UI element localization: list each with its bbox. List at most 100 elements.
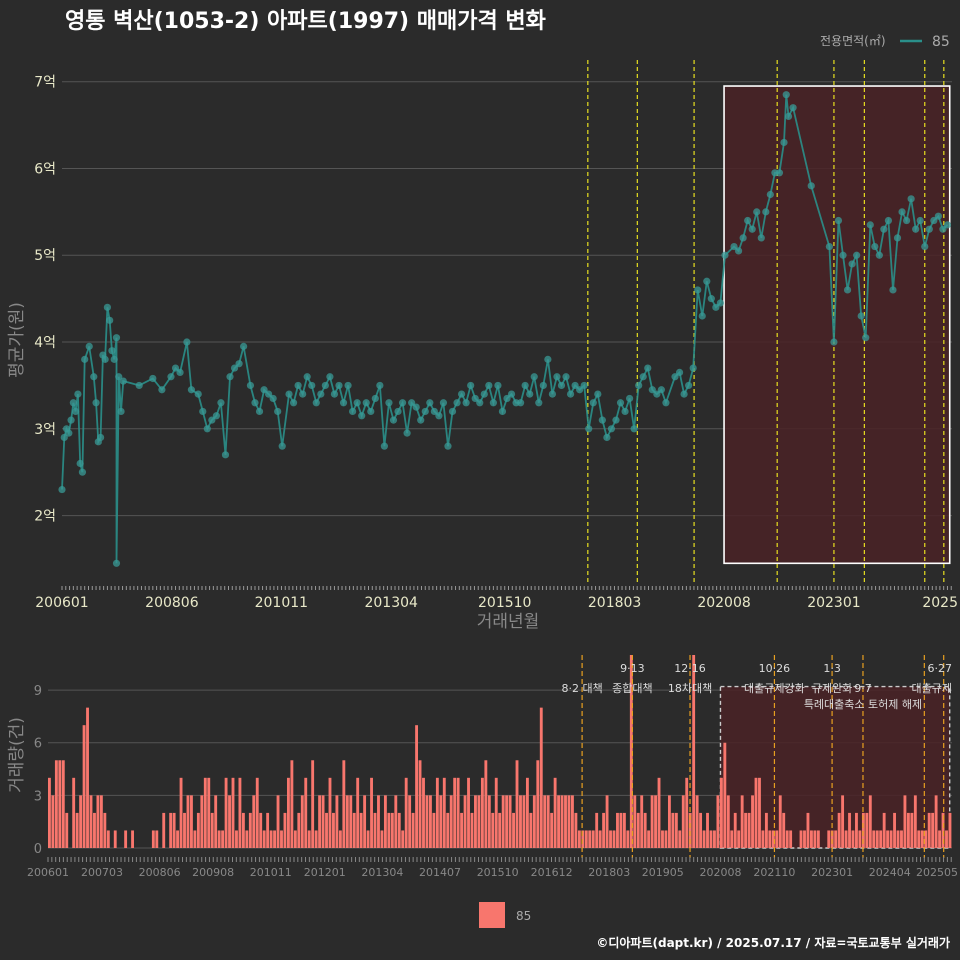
volume-bar (692, 655, 696, 848)
price-y-axis-title: 평균가(원) (7, 302, 27, 378)
price-point (871, 242, 879, 251)
price-point (235, 360, 243, 368)
price-point (101, 355, 109, 363)
volume-bar (484, 760, 488, 848)
volume-bar (574, 812, 578, 848)
volume-bar (380, 830, 384, 848)
price-point (739, 234, 747, 242)
price-point (830, 338, 838, 346)
volume-bar (259, 812, 263, 848)
volume-bar (730, 830, 734, 848)
volume-bar (622, 812, 626, 848)
price-point (843, 286, 852, 294)
price-point (398, 399, 407, 407)
volume-bar (300, 795, 304, 848)
volume-y-tick-label: 3 (34, 789, 42, 804)
price-point (187, 386, 196, 394)
volume-bar (75, 812, 79, 848)
volume-x-tick-label: 200908 (192, 866, 234, 879)
volume-bar (276, 795, 280, 848)
volume-bar (688, 812, 692, 848)
policy-annotation: 12·16 (674, 662, 706, 675)
volume-bar (626, 830, 630, 848)
volume-bar (252, 795, 256, 848)
volume-bar (280, 830, 283, 848)
volume-bar (865, 812, 869, 848)
price-point (789, 104, 797, 112)
volume-bar (546, 795, 550, 848)
price-point (226, 373, 234, 381)
volume-bar (96, 795, 100, 848)
volume-bar (920, 830, 924, 848)
price-point (212, 412, 220, 420)
volume-bar (754, 777, 758, 848)
volume-bar (751, 795, 754, 848)
price-point (594, 390, 602, 398)
volume-bar (352, 812, 356, 848)
volume-bar (179, 777, 183, 848)
volume-bar (151, 830, 155, 848)
price-point (485, 381, 493, 390)
volume-bar (841, 795, 845, 848)
volume-bar (453, 777, 457, 848)
volume-bar (723, 742, 727, 848)
volume-bar (584, 830, 588, 848)
price-point (494, 381, 502, 390)
price-point (158, 386, 166, 394)
price-point (548, 390, 557, 398)
volume-bar (474, 795, 477, 848)
volume-plot (48, 655, 952, 858)
price-point (317, 390, 325, 398)
volume-bar (875, 830, 879, 848)
price-point (76, 459, 84, 468)
price-point (294, 381, 302, 390)
volume-bar (948, 812, 952, 848)
volume-bar (439, 795, 443, 848)
volume-bar (408, 795, 412, 848)
policy-annotation: 대출규제 (912, 682, 952, 695)
price-point (898, 208, 906, 216)
volume-bar (106, 830, 110, 848)
price-y-tick-label: 7억 (34, 75, 56, 91)
price-legend-entry: 85 (932, 34, 950, 50)
price-x-tick-label: 201011 (255, 595, 308, 611)
volume-bar (332, 812, 335, 848)
volume-bar (764, 812, 768, 848)
volume-bar (176, 830, 180, 848)
volume-bar (162, 812, 166, 848)
price-point (716, 299, 725, 307)
volume-bar (266, 812, 270, 848)
price-point (246, 381, 255, 390)
volume-bar (79, 795, 83, 848)
volume-bar (210, 812, 214, 848)
price-point (358, 412, 366, 420)
policy-annotation: 10·26 (759, 662, 791, 675)
volume-bar (325, 812, 328, 848)
volume-bar (740, 795, 744, 848)
volume-bar (446, 812, 450, 848)
volume-bar (435, 777, 439, 848)
volume-axes: 0 3 6 9 200601 200703 200806 200908 201011 201201… (27, 684, 958, 879)
price-point (753, 208, 761, 216)
volume-bar (480, 777, 484, 848)
volume-bar (924, 830, 928, 848)
price-point (240, 342, 248, 350)
volume-y-tick-label: 9 (34, 684, 42, 699)
volume-bar (806, 812, 810, 848)
volume-bar (196, 812, 200, 848)
price-point (526, 390, 534, 398)
price-point (707, 295, 715, 303)
price-point (112, 334, 121, 342)
price-point (880, 225, 888, 233)
volume-bar (359, 812, 363, 848)
price-point (106, 316, 114, 324)
volume-bar (356, 777, 360, 848)
price-point (74, 390, 82, 398)
volume-bar (803, 830, 806, 848)
volume-bar (307, 830, 311, 848)
volume-bar (761, 830, 765, 848)
volume-bar (103, 812, 107, 848)
price-point (230, 364, 239, 372)
price-point (662, 399, 670, 407)
